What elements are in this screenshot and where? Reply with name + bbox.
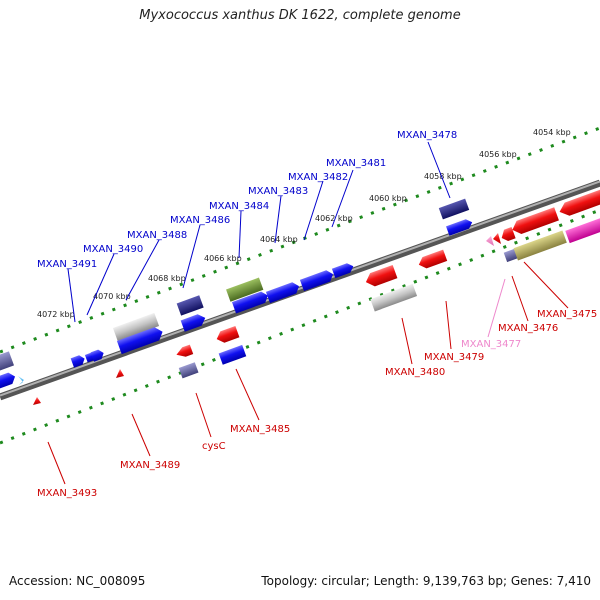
- gene-label[interactable]: MXAN_3488: [127, 230, 187, 241]
- gene-label[interactable]: MXAN_3478: [397, 130, 457, 141]
- kbp-label: 4066 kbp: [204, 254, 242, 263]
- gene-arrow[interactable]: [18, 376, 24, 385]
- kbp-label: 4070 kbp: [93, 292, 131, 301]
- gene-label[interactable]: MXAN_3493: [37, 488, 97, 499]
- gene-arrow[interactable]: [231, 290, 270, 314]
- genome-stats-text: Topology: circular; Length: 9,139,763 bp…: [261, 574, 591, 588]
- gene-arrow[interactable]: [116, 325, 165, 355]
- gene-label[interactable]: MXAN_3482: [288, 172, 348, 183]
- kbp-label: 4068 kbp: [148, 274, 186, 283]
- gene-arrow[interactable]: [299, 269, 335, 292]
- gene-arrow[interactable]: [215, 325, 240, 345]
- gene-arrow[interactable]: [176, 295, 204, 316]
- kbp-label: 4056 kbp: [479, 150, 517, 159]
- gene-arrow[interactable]: [112, 312, 160, 342]
- gene-arrow[interactable]: [265, 281, 301, 304]
- kbp-label: 4072 kbp: [37, 310, 75, 319]
- gene-arrow[interactable]: [178, 362, 199, 379]
- chromosome-backbone-highlight: [0, 180, 600, 397]
- gene-arrow[interactable]: [364, 264, 398, 289]
- kbp-label: 4054 kbp: [533, 128, 571, 137]
- gene-arrow[interactable]: [486, 236, 494, 246]
- gene-arrow[interactable]: [218, 344, 247, 365]
- gene-arrow[interactable]: [499, 226, 516, 243]
- kbp-label: 4060 kbp: [369, 194, 407, 203]
- gene-label[interactable]: MXAN_3483: [248, 186, 308, 197]
- gene-label[interactable]: MXAN_3486: [170, 215, 230, 226]
- gene-arrow[interactable]: [175, 344, 194, 360]
- forward-genes: [0, 198, 474, 390]
- gene-label[interactable]: MXAN_3491: [37, 259, 97, 270]
- gene-arrow[interactable]: [0, 371, 17, 390]
- gene-label[interactable]: MXAN_3490: [83, 244, 143, 255]
- gene-arrow[interactable]: [510, 207, 559, 236]
- gene-arrow[interactable]: [446, 218, 474, 236]
- gene-label[interactable]: MXAN_3479: [424, 352, 484, 363]
- gene-label[interactable]: MXAN_3480: [385, 367, 445, 378]
- accession-text: Accession: NC_008095: [9, 574, 146, 588]
- kbp-label: 4062 kbp: [315, 214, 353, 223]
- forward-callouts: [67, 141, 451, 323]
- gene-arrow[interactable]: [331, 262, 355, 279]
- gene-arrow[interactable]: [370, 283, 418, 312]
- gene-arrow[interactable]: [0, 351, 15, 372]
- gene-arrow[interactable]: [116, 369, 124, 378]
- gene-arrow[interactable]: [70, 354, 87, 368]
- reverse-callouts: [47, 261, 569, 485]
- gene-label[interactable]: MXAN_3489: [120, 460, 180, 471]
- gene-arrow[interactable]: [226, 277, 264, 302]
- gene-arrow[interactable]: [33, 397, 41, 405]
- gene-label[interactable]: MXAN_3481: [326, 158, 386, 169]
- map-title: Myxococcus xanthus DK 1622, complete gen…: [139, 8, 461, 23]
- gene-arrow[interactable]: [180, 312, 208, 332]
- gene-arrow[interactable]: [557, 187, 600, 219]
- gene-arrow[interactable]: [438, 198, 470, 220]
- gene-arrow[interactable]: [493, 233, 501, 244]
- kbp-label: 4064 kbp: [260, 235, 298, 244]
- gene-label[interactable]: MXAN_3485: [230, 424, 290, 435]
- gene-arrow[interactable]: [90, 348, 106, 362]
- gene-label[interactable]: MXAN_3476: [498, 323, 558, 334]
- gene-arrow[interactable]: [417, 249, 448, 271]
- gene-label[interactable]: MXAN_3475: [537, 309, 597, 320]
- gene-arrow[interactable]: [513, 230, 567, 261]
- gene-label[interactable]: MXAN_3477: [461, 339, 521, 350]
- kbp-label: 4058 kbp: [424, 172, 462, 181]
- gene-label[interactable]: MXAN_3484: [209, 201, 269, 212]
- reverse-genes: [33, 187, 600, 405]
- gene-label[interactable]: cysC: [202, 441, 226, 452]
- chromosome-backbone: [0, 179, 600, 401]
- pseudo-callout: [487, 278, 506, 338]
